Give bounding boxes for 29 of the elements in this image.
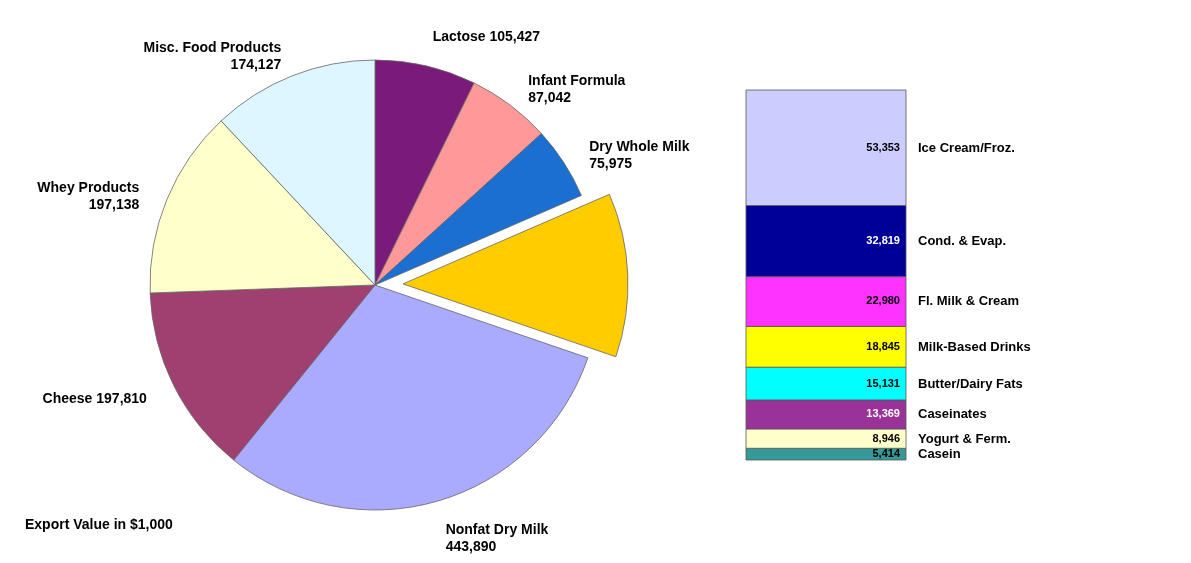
data-label: 87,042 xyxy=(528,89,572,106)
series-label: Fl. Milk & Cream xyxy=(918,293,1020,309)
slice-label: Dry Whole Milk xyxy=(589,137,690,154)
text: Export Value in $1,000 xyxy=(25,516,174,532)
series-label: Butter/Dairy Fats xyxy=(918,375,1023,391)
data-label: 13,369 xyxy=(866,407,900,420)
series-label: Milk-Based Drinks xyxy=(918,338,1031,354)
data-label: 174,127 xyxy=(230,55,282,72)
slice-label: Nonfat Dry Milk xyxy=(445,521,549,538)
data-label: 22,980 xyxy=(866,294,900,307)
data-label: 18,845 xyxy=(866,339,900,352)
data-label: 443,890 xyxy=(445,538,497,555)
series-label: Cond. & Evap. xyxy=(918,233,1007,249)
slice-label: Lactose 105,427 xyxy=(432,27,541,44)
slice-label: Infant Formula xyxy=(528,72,626,89)
data-label: 75,975 xyxy=(589,154,633,171)
data-label: 197,138 xyxy=(88,195,140,212)
series-label: Yogurt & Ferm. xyxy=(918,430,1011,446)
series-label: Caseinates xyxy=(918,406,987,422)
slice-label: Misc. Food Products xyxy=(143,38,282,55)
slice-label: Whey Products xyxy=(37,178,140,195)
slice-label: Cheese 197,810 xyxy=(42,389,148,406)
series-label: Ice Cream/Froz. xyxy=(918,139,1015,155)
data-label: 5,414 xyxy=(872,447,901,460)
series-label: Casein xyxy=(918,446,961,462)
data-label: 32,819 xyxy=(866,234,900,247)
data-label: 15,131 xyxy=(866,376,900,389)
data-label: 53,353 xyxy=(866,140,900,153)
data-label: 8,946 xyxy=(872,431,900,444)
